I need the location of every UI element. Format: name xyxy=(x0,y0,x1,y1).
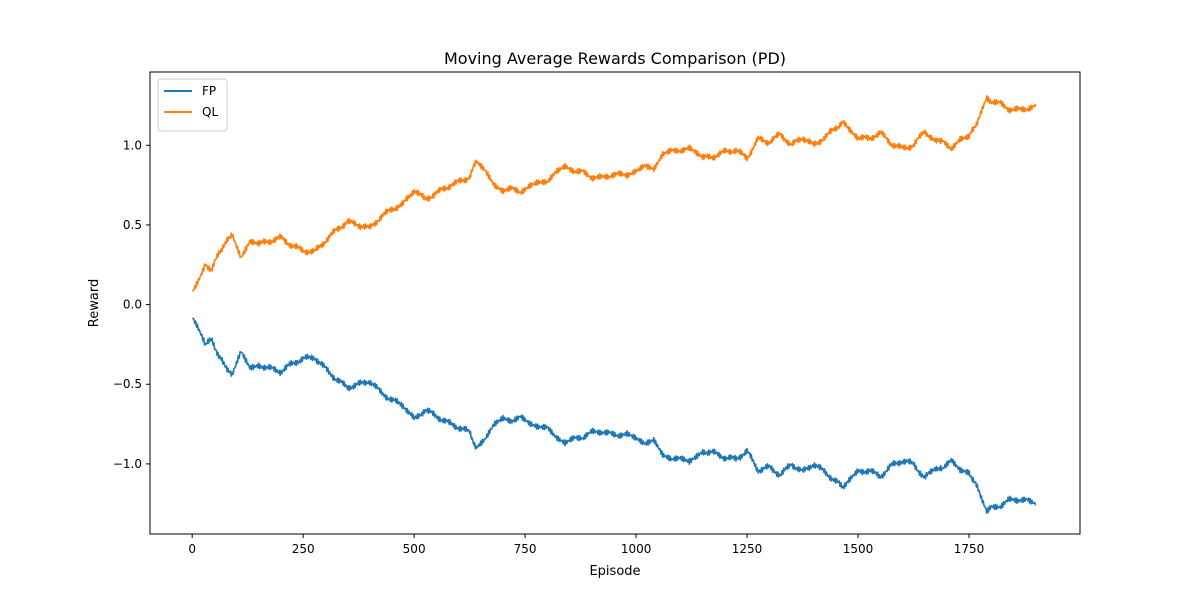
series-line-ql xyxy=(192,95,1037,292)
x-tick-label: 750 xyxy=(514,542,537,556)
chart-title: Moving Average Rewards Comparison (PD) xyxy=(444,49,786,68)
y-axis-title: Reward xyxy=(87,279,102,327)
legend: FP QL xyxy=(157,78,228,132)
y-tick-label: 0.5 xyxy=(123,218,142,232)
plot-frame xyxy=(149,71,1081,535)
y-tick-label: −0.5 xyxy=(113,377,142,391)
y-axis: −1.0 −0.5 0.0 0.5 1.0 xyxy=(113,138,150,471)
x-tick-label: 1750 xyxy=(954,542,985,556)
x-tick-label: 500 xyxy=(403,542,426,556)
x-tick-label: 1250 xyxy=(732,542,763,556)
legend-label-ql: QL xyxy=(202,105,218,119)
series-line-fp xyxy=(192,317,1037,515)
x-tick-label: 250 xyxy=(292,542,315,556)
y-tick-label: 1.0 xyxy=(123,138,142,152)
y-tick-label: 0.0 xyxy=(123,298,142,312)
plot-series-layer xyxy=(192,95,1037,515)
x-tick-label: 1000 xyxy=(621,542,652,556)
x-axis: 0 250 500 750 1000 1250 1500 1750 xyxy=(188,534,984,556)
legend-label-fp: FP xyxy=(202,84,216,98)
x-axis-title: Episode xyxy=(589,564,640,579)
y-tick-label: −1.0 xyxy=(113,457,142,471)
x-tick-label: 1500 xyxy=(843,542,874,556)
x-tick-label: 0 xyxy=(188,542,196,556)
